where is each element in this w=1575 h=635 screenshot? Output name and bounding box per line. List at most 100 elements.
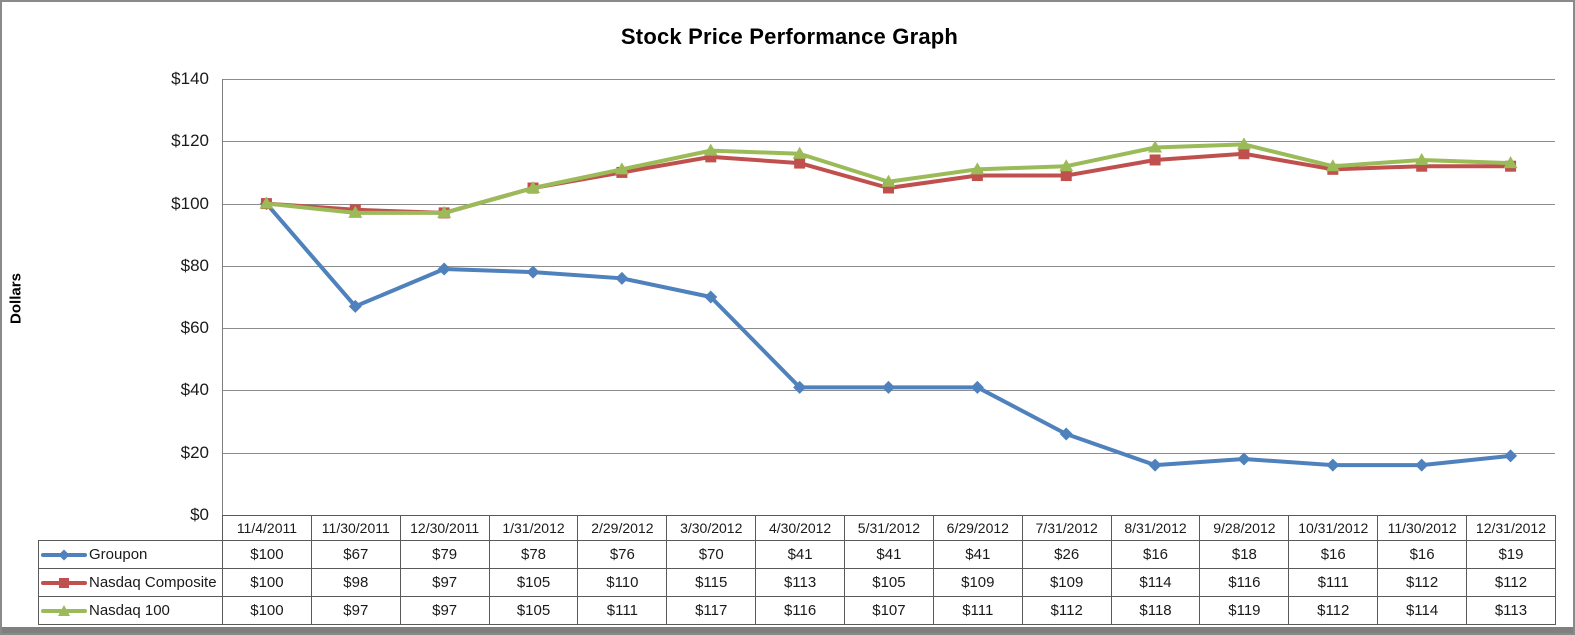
data-point-marker-groupon: [1237, 452, 1251, 466]
data-point-marker-groupon: [1415, 458, 1429, 472]
y-axis-tick-label: $60: [180, 318, 209, 338]
value-cell: $97: [399, 596, 490, 625]
value-cell: $110: [577, 568, 668, 597]
date-header-cell: 7/31/2012: [1021, 515, 1112, 541]
value-cell: $112: [1288, 596, 1379, 625]
data-point-marker-groupon: [1059, 427, 1073, 441]
data-point-marker-nasdaq-100: [1414, 152, 1429, 165]
value-cell: $105: [488, 568, 579, 597]
table-row: Nasdaq Composite $100 $98 $97 $105 $110 $115 $1…: [38, 568, 1556, 597]
date-header-cell: 12/31/2012: [1466, 515, 1556, 541]
data-point-marker-groupon: [1504, 449, 1518, 463]
value-cell: $105: [488, 596, 579, 625]
date-header-cell: 11/30/2012: [1377, 515, 1468, 541]
value-cell: $100: [222, 540, 312, 569]
date-header-cell: 11/4/2011: [222, 515, 312, 541]
data-point-marker-nasdaq-100: [348, 205, 363, 218]
table-row: Groupon $100 $67 $79 $78 $76 $70 $41 $41 $41 $26 $1…: [38, 540, 1556, 569]
series-line-groupon: [264, 201, 1513, 468]
legend-cell: Nasdaq Composite: [38, 568, 223, 597]
value-cell: $115: [666, 568, 757, 597]
data-point-marker-nasdaq-100: [703, 143, 718, 156]
value-cell: $26: [1021, 540, 1112, 569]
value-cell: $70: [666, 540, 757, 569]
value-cell: $18: [1199, 540, 1290, 569]
chart-title: Stock Price Performance Graph: [620, 24, 959, 49]
data-point-marker-groupon: [793, 380, 807, 394]
y-axis-tick-label: $40: [180, 380, 209, 400]
value-cell: $41: [844, 540, 934, 569]
legend-series-label: Groupon: [89, 546, 148, 563]
value-cell: $116: [1199, 568, 1290, 597]
data-point-marker-nasdaq-100: [437, 205, 452, 218]
value-cell: $117: [666, 596, 757, 625]
series-marker-icon: [41, 549, 87, 560]
data-point-marker-nasdaq-100: [792, 146, 807, 159]
data-point-marker-groupon: [970, 380, 984, 394]
legend-entry: Groupon: [40, 546, 222, 563]
value-cell: $79: [399, 540, 490, 569]
data-point-marker-nasdaq-100: [1148, 140, 1163, 153]
date-header-cell: 6/29/2012: [932, 515, 1023, 541]
data-point-marker-nasdaq-100: [1325, 159, 1340, 172]
data-point-marker-nasdaq-composite: [883, 182, 894, 194]
data-point-marker-nasdaq-100: [1236, 137, 1251, 150]
value-cell: $113: [755, 568, 846, 597]
table-header-row: 11/4/2011 11/30/2011 12/30/2011 1/31/2012 2/…: [39, 515, 1556, 541]
value-cell: $118: [1110, 596, 1201, 625]
value-cell: $67: [310, 540, 401, 569]
value-cell: $111: [932, 596, 1023, 625]
data-point-marker-nasdaq-100: [881, 174, 896, 187]
value-cell: $16: [1288, 540, 1379, 569]
y-axis-tick-label: $140: [171, 69, 209, 88]
value-cell: $76: [577, 540, 668, 569]
data-point-marker-groupon: [348, 299, 362, 313]
data-point-marker-groupon: [704, 290, 718, 304]
value-cell: $112: [1466, 568, 1556, 597]
value-cell: $119: [1199, 596, 1290, 625]
value-cell: $16: [1377, 540, 1468, 569]
value-cell: $41: [755, 540, 846, 569]
value-cell: $109: [932, 568, 1023, 597]
value-cell: $78: [488, 540, 579, 569]
data-point-marker-groupon: [526, 265, 540, 279]
data-point-marker-nasdaq-100: [970, 162, 985, 175]
value-cell: $116: [755, 596, 846, 625]
legend-entry: Nasdaq Composite: [40, 574, 222, 591]
data-point-marker-nasdaq-100: [259, 196, 274, 209]
data-point-marker-nasdaq-100: [614, 162, 629, 175]
y-axis-tick-label: $100: [171, 193, 209, 213]
legend-cell: Groupon: [38, 540, 223, 569]
date-header-cell: 1/31/2012: [488, 515, 579, 541]
value-cell: $98: [310, 568, 401, 597]
data-point-marker-groupon: [437, 262, 451, 276]
value-cell: $97: [399, 568, 490, 597]
value-cell: $114: [1377, 596, 1468, 625]
data-point-marker-groupon: [1326, 458, 1340, 472]
date-header-cell: 8/31/2012: [1110, 515, 1201, 541]
date-header-cell: 11/30/2011: [310, 515, 401, 541]
value-cell: $100: [222, 568, 312, 597]
data-point-marker-nasdaq-100: [526, 181, 541, 193]
bottom-edge-band: [2, 627, 1573, 633]
data-point-marker-nasdaq-composite: [1416, 160, 1428, 172]
value-cell: $41: [932, 540, 1023, 569]
date-header-cell: 12/30/2011: [399, 515, 490, 541]
legend-series-label: Nasdaq Composite: [89, 574, 217, 591]
value-cell: $111: [1288, 568, 1379, 597]
date-header-cell: 2/29/2012: [577, 515, 668, 541]
value-cell: $113: [1466, 596, 1556, 625]
data-point-marker-groupon: [882, 380, 895, 394]
y-axis-tick-label: $20: [180, 442, 209, 462]
data-point-marker-nasdaq-composite: [705, 151, 717, 163]
value-cell: $97: [310, 596, 401, 625]
date-header-cell: 9/28/2012: [1199, 515, 1290, 541]
data-table: 11/4/2011 11/30/2011 12/30/2011 1/31/2012 2/…: [38, 515, 1556, 625]
value-cell: $114: [1110, 568, 1201, 597]
value-cell: $109: [1021, 568, 1112, 597]
legend-entry: Nasdaq 100: [40, 602, 222, 619]
value-cell: $19: [1466, 540, 1556, 569]
data-point-marker-groupon: [615, 271, 629, 285]
data-point-marker-nasdaq-100: [1503, 156, 1518, 169]
